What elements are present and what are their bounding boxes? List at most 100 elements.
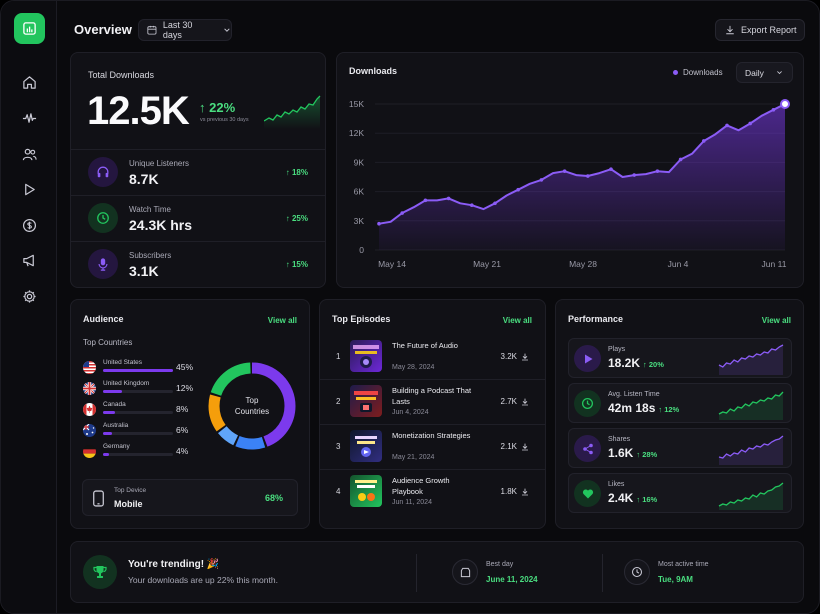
arrow-up-icon: ↑ [658,405,665,414]
download-icon [522,443,528,450]
episode-downloads: 2.1K [501,442,529,451]
episodes-view-all-link[interactable]: View all [502,316,532,325]
episode-downloads: 2.7K [501,397,529,406]
data-point [562,169,567,173]
data-point [377,221,381,226]
legend-label: Downloads [683,68,723,77]
play-icon [574,345,601,372]
country-bar-track [103,411,173,414]
megaphone-icon[interactable] [19,250,39,270]
episode-date: Jun 11, 2024 [392,499,432,506]
data-point [678,157,683,162]
perf-row-shares[interactable]: Shares 1.6K ↑ 28% [568,428,792,468]
perf-row-listen-time[interactable]: Avg. Listen Time 42m 18s ↑ 12% [568,383,792,423]
stat-label: Watch Time [129,205,171,214]
home-icon[interactable] [19,72,39,92]
countries-donut-chart [208,362,296,450]
trophy-icon [83,555,117,589]
perf-label: Avg. Listen Time [608,391,660,398]
stat-watch-time: Watch Time 24.3K hrs ↑ 25% [71,195,326,241]
perf-row-plays[interactable]: Plays 18.2K ↑ 20% [568,338,792,378]
country-name: United Kingdom [103,380,150,387]
episode-row[interactable]: 3 Monetization Strategies May 21, 2024 2… [320,425,545,470]
country-pct: 6% [176,425,189,435]
download-icon [522,353,528,360]
sparkline-fill [719,345,783,375]
y-tick-label: 6K [354,187,365,197]
perf-value: 1.6K ↑ 28% [608,446,658,460]
stat-value: 24.3K hrs [129,217,193,233]
country-bar [103,369,173,372]
top-countries-label: Top Countries [83,338,133,347]
episode-row[interactable]: 2 Building a Podcast That Lasts Jun 4, 2… [320,380,545,425]
episode-downloads: 1.8K [501,487,529,496]
sparkline-line [718,391,784,415]
episode-row[interactable]: 1 The Future of Audio May 28, 2024 3.2K [320,335,545,380]
export-report-button[interactable]: Export Report [715,19,805,41]
episode-rank: 3 [336,442,341,451]
stat-delta: ↑ 18% [285,168,308,177]
arrow-up-icon: ↑ [285,168,292,177]
best-day-value: June 11, 2024 [486,575,538,584]
country-bar [103,390,122,393]
perf-row-likes[interactable]: Likes 2.4K ↑ 16% [568,473,792,513]
clock-icon [88,203,118,233]
country-name: United States [103,359,143,366]
total-downloads-sparkline [264,95,321,129]
users-icon[interactable] [19,144,39,164]
performance-title: Performance [568,314,624,324]
country-row: Germany 4% [83,443,193,461]
x-tick-label: May 28 [569,259,597,269]
data-point [470,203,474,208]
dollar-icon[interactable] [19,215,39,235]
data-point [586,174,590,178]
sparkline-line [718,482,784,507]
data-point [702,139,706,143]
perf-label: Likes [608,481,625,488]
country-name: Germany [103,443,130,450]
date-range-label: Last 30 days [162,20,193,40]
total-downloads-label: Total Downloads [88,70,155,80]
sparkline-line [718,435,784,459]
bar-chart-icon [23,22,36,35]
stat-value: 8.7K [129,171,159,187]
country-bar-track [103,432,173,435]
app-logo[interactable] [14,13,45,44]
country-row: Australia 6% [83,422,193,440]
period-dropdown[interactable]: Daily [736,62,793,83]
perf-sparkline [718,435,784,465]
country-row: Canada 8% [83,401,193,419]
y-tick-label: 0 [359,245,364,255]
audience-view-all-link[interactable]: View all [267,316,297,325]
total-downloads-card: Total Downloads 12.5K ↑ 22% vs previous … [70,52,326,288]
play-icon[interactable] [19,179,39,199]
calendar-icon [147,25,157,35]
perf-sparkline [718,344,784,375]
donut-segment [208,362,296,450]
data-point [423,198,428,203]
performance-view-all-link[interactable]: View all [761,316,791,325]
data-point [748,121,752,126]
smartphone-icon [93,490,104,507]
date-range-dropdown[interactable]: Last 30 days [138,19,232,41]
top-device-value: Mobile [114,499,143,509]
episode-thumbnail [350,475,382,507]
episode-thumbnail [350,340,382,372]
top-device-box: Top Device Mobile 68% [82,479,298,516]
trending-banner: You're trending! 🎉 Your downloads are up… [70,541,804,603]
data-point [516,187,520,192]
series-line [378,103,786,225]
donut-segment [208,362,296,450]
australia-flag-icon [83,424,96,437]
episode-row[interactable]: 4 Audience Growth Playbook Jun 11, 2024 … [320,470,545,515]
perf-value: 2.4K ↑ 16% [608,491,658,505]
page-title: Overview [74,22,132,37]
gear-icon[interactable] [19,286,39,306]
area-fill [379,104,785,250]
waveform-icon[interactable] [19,108,39,128]
total-downloads-delta: ↑ 22% [199,100,236,115]
sparkline-fill [719,392,783,420]
episode-rank: 2 [336,397,341,406]
data-point [493,201,497,206]
